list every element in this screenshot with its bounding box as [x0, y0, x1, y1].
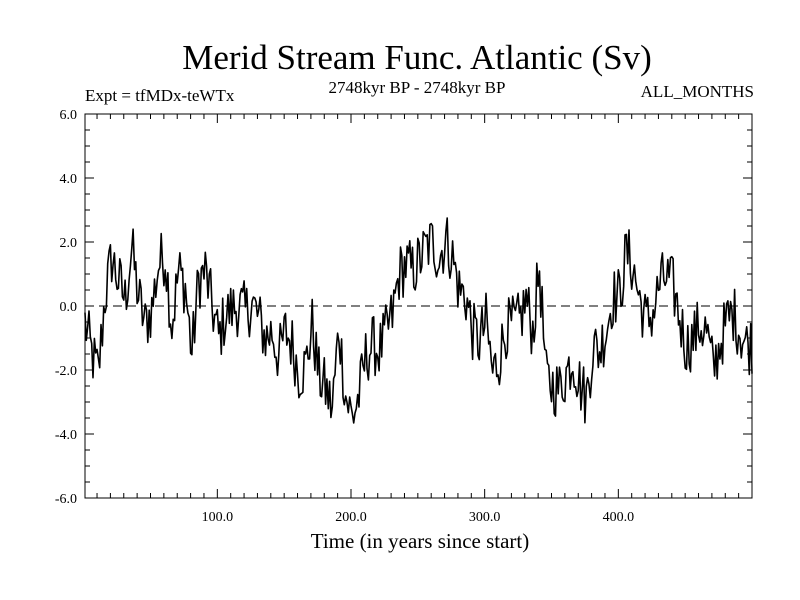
- data-series-line: [84, 217, 753, 424]
- period-label: 2748kyr BP - 2748kyr BP: [328, 78, 506, 97]
- y-tick-label: -4.0: [55, 428, 77, 443]
- y-tick-label: 0.0: [60, 300, 78, 315]
- y-tick-label: 6.0: [60, 108, 78, 123]
- y-tick-label: -2.0: [55, 364, 77, 379]
- ticks-group: -6.0 -4.0 -2.0 0.0 2.0 4.0 6.0 100.0 200.0 300.0 4…: [55, 108, 752, 525]
- x-tick-label: 300.0: [469, 510, 501, 525]
- y-tick-label: -6.0: [55, 492, 77, 507]
- y-tick-label: 4.0: [60, 172, 78, 187]
- months-label: ALL_MONTHS: [640, 82, 754, 101]
- experiment-label: Expt = tfMDx-teWTx: [85, 86, 235, 105]
- x-tick-label: 400.0: [603, 510, 635, 525]
- y-tick-label: 2.0: [60, 236, 78, 251]
- chart-title: Merid Stream Func. Atlantic (Sv): [182, 38, 652, 77]
- x-axis-label: Time (in years since start): [310, 529, 530, 553]
- x-tick-label: 200.0: [335, 510, 367, 525]
- x-tick-label: 100.0: [202, 510, 234, 525]
